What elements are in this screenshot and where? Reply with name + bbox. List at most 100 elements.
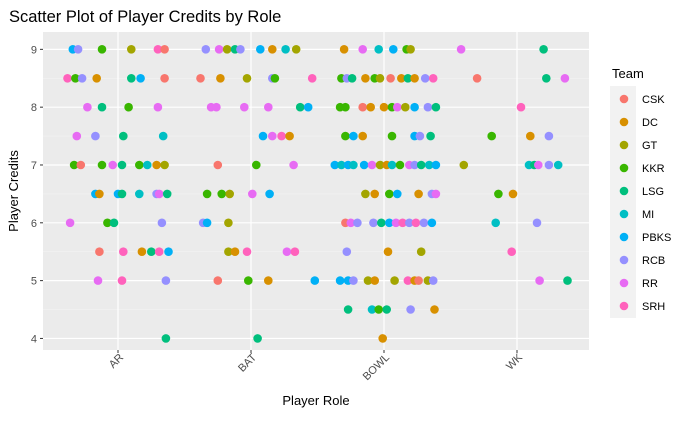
data-point <box>72 131 82 141</box>
data-point <box>532 218 542 228</box>
data-point <box>63 74 72 83</box>
legend-label: RR <box>642 278 658 290</box>
y-tick-label: 5 <box>31 276 37 288</box>
data-point <box>93 276 103 285</box>
data-point <box>214 45 224 54</box>
data-point <box>268 131 277 141</box>
data-point <box>410 74 419 83</box>
data-point <box>119 131 128 141</box>
data-point <box>347 74 357 83</box>
legend: Team CSK DC GT KKR LSG MI PBKS RCB RR SRH <box>610 66 671 318</box>
y-tick-label: 4 <box>31 333 37 345</box>
data-point <box>108 160 117 170</box>
legend-key <box>619 209 629 219</box>
data-point <box>375 74 385 83</box>
data-point <box>359 160 369 170</box>
data-point <box>423 102 433 112</box>
data-point <box>69 160 79 170</box>
data-point <box>117 189 127 199</box>
data-point <box>416 160 426 170</box>
data-point <box>307 74 317 83</box>
data-point <box>358 102 368 112</box>
y-tick-label: 7 <box>31 160 37 172</box>
data-point <box>222 45 232 54</box>
data-point <box>427 218 437 228</box>
data-point <box>385 218 394 228</box>
data-point <box>127 74 136 83</box>
data-point <box>415 131 425 141</box>
data-point <box>103 218 112 228</box>
data-point <box>281 45 290 54</box>
legend-label: KKR <box>642 163 665 175</box>
data-point <box>154 247 164 256</box>
data-point <box>154 189 164 199</box>
data-point <box>225 189 234 199</box>
data-point <box>341 131 350 141</box>
data-point <box>277 131 286 141</box>
data-point <box>361 74 370 83</box>
data-point <box>310 276 320 285</box>
legend-label: MI <box>642 209 654 221</box>
data-point <box>202 189 212 199</box>
data-point <box>387 131 397 141</box>
data-point <box>248 189 257 199</box>
data-point <box>369 218 378 228</box>
data-point <box>335 276 345 285</box>
data-point <box>342 247 352 256</box>
data-point <box>290 247 300 256</box>
legend-label: PBKS <box>642 232 671 244</box>
legend-label: CSK <box>642 94 665 106</box>
data-point <box>117 160 127 170</box>
data-point <box>91 131 100 141</box>
data-point <box>374 45 384 54</box>
data-point <box>339 45 349 54</box>
data-point <box>431 189 441 199</box>
data-point <box>201 45 211 54</box>
data-point <box>393 189 402 199</box>
data-point <box>119 247 128 256</box>
data-point <box>217 189 226 199</box>
data-point <box>430 305 439 314</box>
data-point <box>391 218 401 228</box>
data-point <box>135 160 144 170</box>
data-point <box>426 131 435 141</box>
data-point <box>428 276 438 285</box>
data-point <box>420 74 430 83</box>
data-point <box>405 218 414 228</box>
legend-label: DC <box>642 117 658 129</box>
legend-key <box>619 140 629 150</box>
data-point <box>160 45 169 54</box>
legend-label: RCB <box>642 255 665 267</box>
data-point <box>403 74 413 83</box>
data-point <box>143 160 152 170</box>
data-point <box>137 247 147 256</box>
data-point <box>295 102 305 112</box>
data-point <box>491 218 501 228</box>
data-point <box>97 102 107 112</box>
data-point <box>377 218 386 228</box>
legend-key <box>619 301 629 311</box>
data-point <box>158 131 168 141</box>
data-point <box>414 189 423 199</box>
legend-title: Team <box>612 66 644 81</box>
data-point <box>236 45 245 54</box>
data-point <box>136 74 145 83</box>
data-point <box>124 102 133 112</box>
data-point <box>77 74 87 83</box>
data-point <box>285 131 294 141</box>
legend-key <box>619 186 629 196</box>
data-point <box>494 189 503 199</box>
data-point <box>563 276 572 285</box>
data-point <box>367 305 377 314</box>
data-point <box>76 160 86 170</box>
data-point <box>401 102 410 112</box>
data-point <box>153 102 163 112</box>
data-point <box>378 334 388 343</box>
legend-key <box>619 163 629 173</box>
chart-title: Scatter Plot of Player Credits by Role <box>9 8 281 26</box>
data-point <box>358 45 368 54</box>
data-point <box>341 102 350 112</box>
data-point <box>213 160 223 170</box>
legend-key <box>619 94 629 104</box>
